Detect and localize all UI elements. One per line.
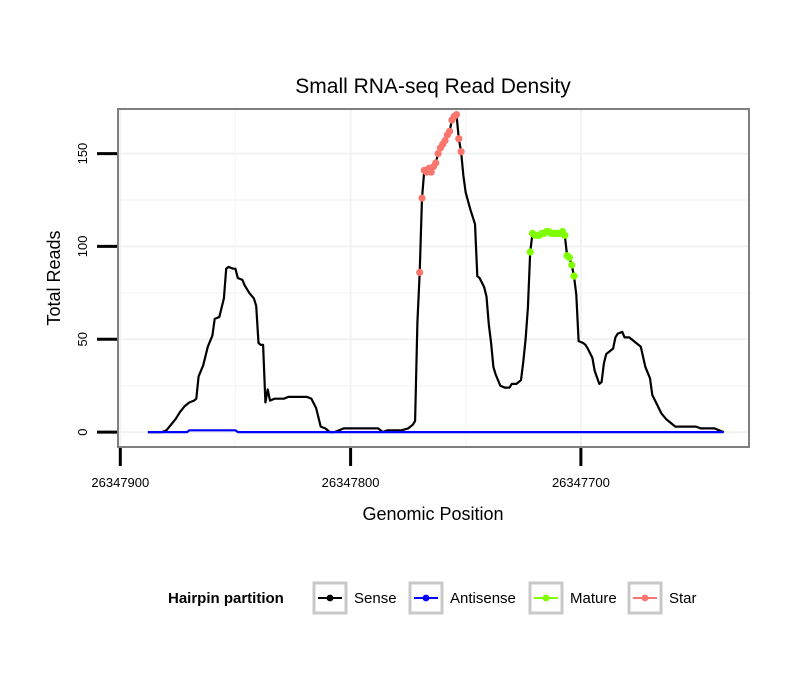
legend-entry-antisense: Antisense: [408, 581, 516, 615]
mature-point: [526, 248, 534, 256]
star-point: [434, 150, 442, 158]
y-tick-label: 0: [75, 429, 90, 436]
legend-label: Antisense: [450, 590, 516, 607]
legend-label: Sense: [354, 590, 397, 607]
chart-title: Small RNA-seq Read Density: [295, 75, 571, 98]
x-axis-label: Genomic Position: [362, 504, 503, 524]
star-point: [416, 268, 424, 276]
legend-title: Hairpin partition: [168, 590, 284, 607]
legend: Hairpin partition Sense Antisense Mature St…: [168, 581, 697, 615]
legend-label: Star: [669, 590, 697, 607]
mature-point: [570, 272, 578, 280]
legend-key-point: [542, 594, 550, 602]
x-tick-label: 26347900: [91, 475, 149, 490]
star-point: [457, 148, 465, 156]
series-star: [416, 111, 465, 276]
mature-point: [565, 254, 574, 262]
x-tick-label: 26347700: [552, 475, 610, 490]
series-mature: [526, 228, 578, 280]
star-point: [455, 135, 463, 143]
y-tick-label: 100: [75, 236, 90, 258]
mature-point: [568, 261, 576, 269]
star-point: [432, 159, 440, 167]
plot-background: [118, 109, 749, 447]
star-point: [418, 194, 426, 202]
legend-entry-star: Star: [627, 581, 697, 615]
legend-entry-sense: Sense: [312, 581, 397, 615]
grid: [118, 109, 749, 447]
y-tick-label: 50: [75, 332, 90, 346]
star-point: [441, 137, 449, 145]
legend-key-point: [641, 594, 649, 602]
y-axis-label: Total Reads: [44, 230, 64, 325]
legend-key-point: [326, 594, 334, 602]
series-group: [147, 111, 725, 434]
legend-key-point: [422, 594, 430, 602]
y-tick-label: 150: [75, 143, 90, 165]
legend-entry-mature: Mature: [528, 581, 617, 615]
legend-entries: Sense Antisense Mature Star: [312, 581, 697, 615]
star-point: [446, 127, 454, 135]
plot-border: [117, 108, 750, 448]
series-antisense: [147, 429, 724, 434]
antisense-line: [147, 429, 724, 434]
legend-label: Mature: [570, 590, 617, 607]
mature-point: [561, 231, 569, 239]
axes: 0 50 100 150 26347900 26347800 26347700: [75, 143, 610, 490]
plot-panel: [117, 108, 750, 448]
star-point: [427, 168, 435, 176]
star-point: [452, 111, 461, 119]
x-tick-label: 26347800: [322, 475, 380, 490]
